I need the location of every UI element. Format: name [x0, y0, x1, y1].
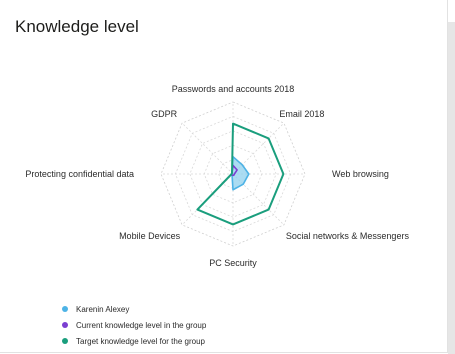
legend-swatch: [62, 322, 68, 328]
legend-item-current-level: Current knowledge level in the group: [62, 318, 206, 332]
legend: Karenin Alexey Current knowledge level i…: [62, 302, 206, 350]
grid-ring-5: [160, 101, 306, 247]
axis-label-2: Email 2018: [279, 109, 324, 119]
legend-label: Target knowledge level for the group: [76, 336, 205, 346]
legend-item-target-level: Target knowledge level for the group: [62, 334, 206, 348]
axis-label-7: Protecting confidential data: [25, 169, 134, 179]
radar-axis-labels: Passwords and accounts 2018 Email 2018 Web…: [25, 84, 409, 268]
grid-ring-3: [189, 130, 277, 218]
legend-label: Current knowledge level in the group: [76, 320, 207, 330]
legend-label: Karenin Alexey: [76, 304, 130, 314]
axis-label-3: Web browsing: [332, 169, 389, 179]
series-polygon-3: [196, 122, 285, 226]
radar-chart: Passwords and accounts 2018 Email 2018 Web…: [25, 84, 409, 268]
radar-series: [196, 122, 285, 226]
axis-label-8: GDPR: [151, 109, 178, 119]
legend-swatch: [62, 306, 68, 312]
axis-label-5: PC Security: [209, 258, 257, 268]
legend-swatch: [62, 338, 68, 344]
legend-item-karenin-alexey: Karenin Alexey: [62, 302, 206, 316]
axis-label-4: Social networks & Messengers: [286, 231, 410, 241]
axis-label-6: Mobile Devices: [119, 231, 181, 241]
scrollbar-track[interactable]: [448, 22, 455, 354]
chart-title: Knowledge level: [15, 17, 139, 36]
axis-label-1: Passwords and accounts 2018: [172, 84, 295, 94]
